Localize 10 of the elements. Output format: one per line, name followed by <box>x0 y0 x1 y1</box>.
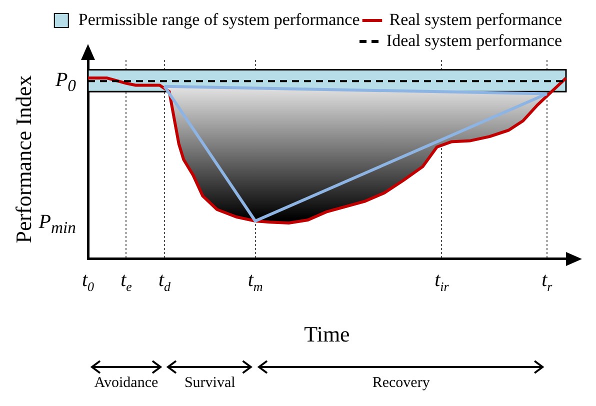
text: Avoidance <box>93 374 160 392</box>
text: Recovery <box>371 374 431 392</box>
x-axis-title: Time <box>304 322 350 347</box>
legend-label: Ideal system performance <box>386 30 562 50</box>
text: Survival <box>183 374 236 392</box>
legend-label: Real system performance <box>389 10 562 29</box>
text: P$_{0}$ <box>55 68 76 98</box>
text: P$_{min}$ <box>38 210 76 240</box>
legend-label: Permissible range of system performance <box>78 10 360 29</box>
y-axis-title: Performance Index <box>10 75 36 244</box>
